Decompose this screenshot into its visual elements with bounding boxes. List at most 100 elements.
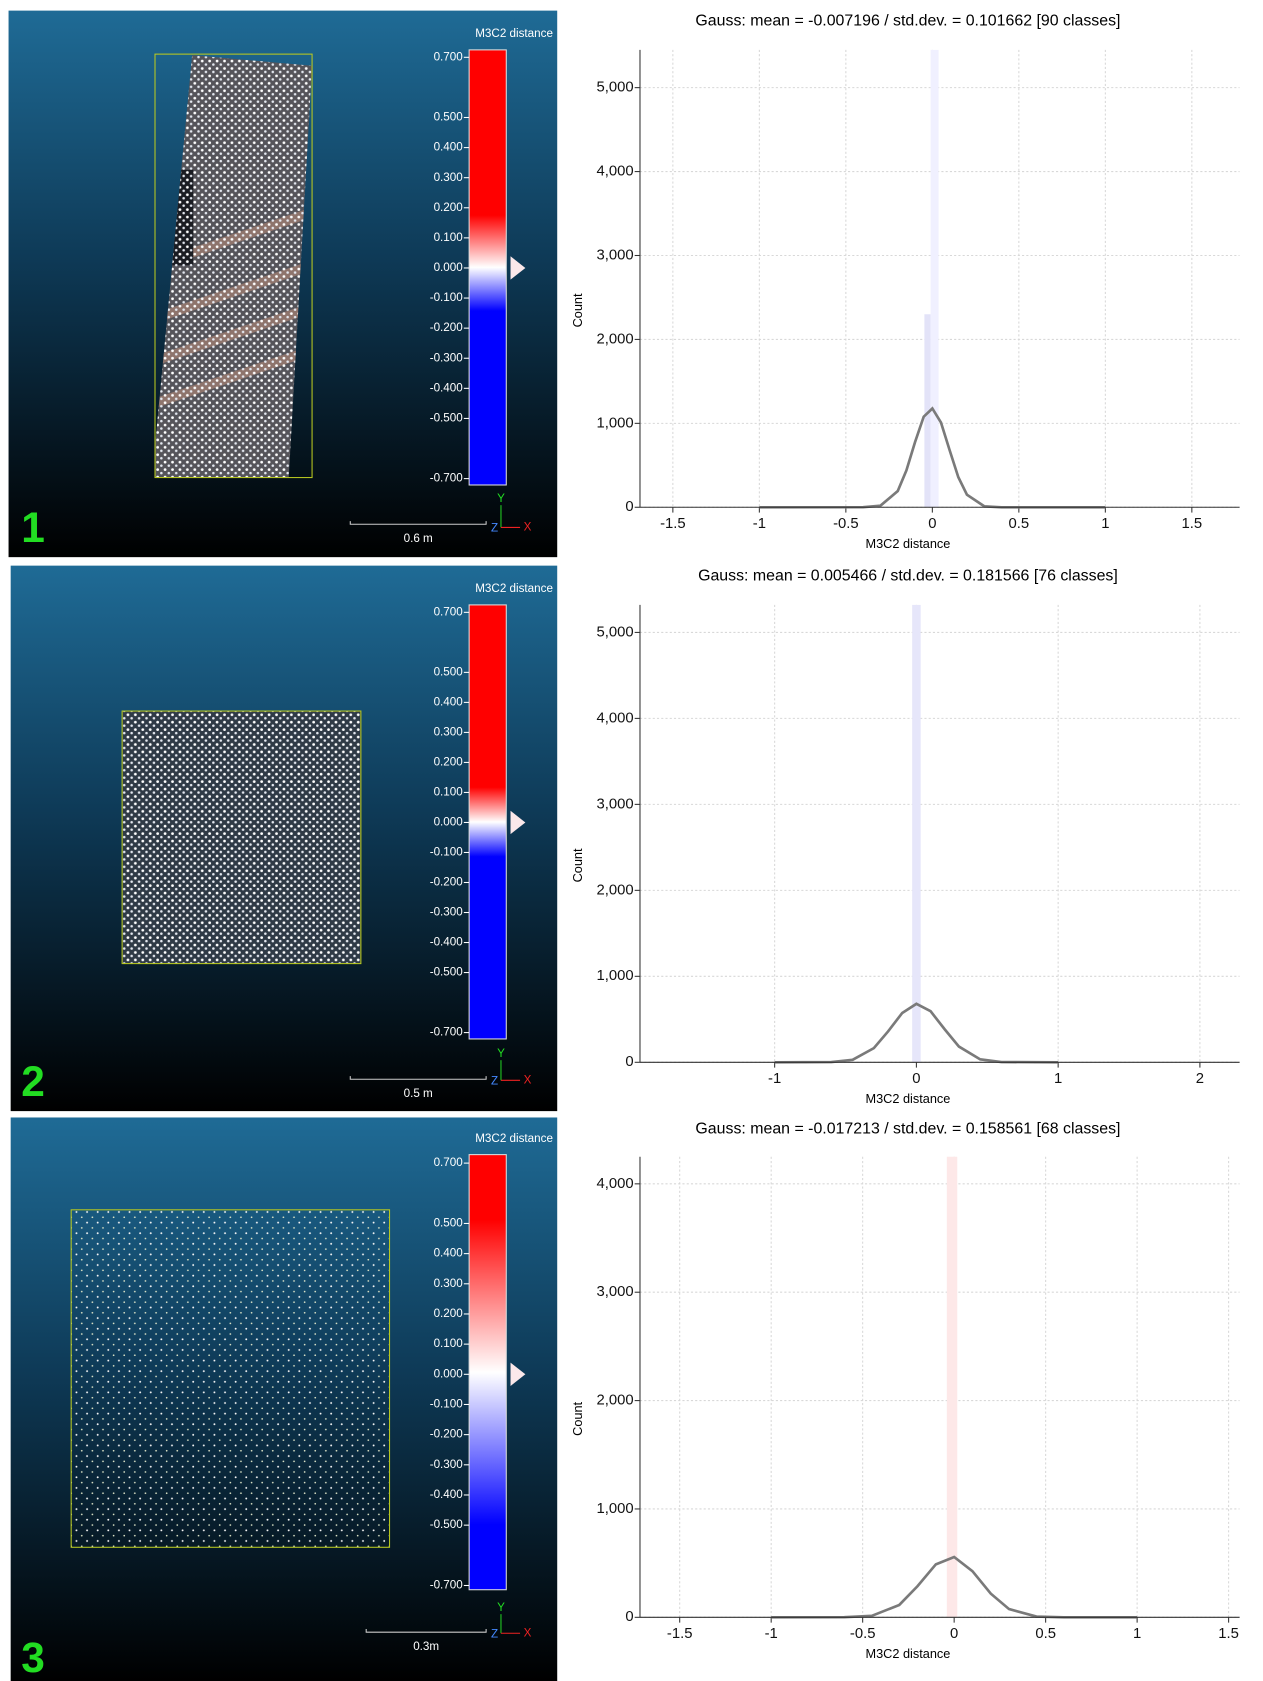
scale-tick-label: -0.200 bbox=[430, 321, 464, 334]
panel-number: 1 bbox=[21, 504, 45, 551]
y-axis-label: Count bbox=[570, 293, 585, 327]
x-tick-label: 0 bbox=[950, 1626, 958, 1642]
y-tick-label: 2,000 bbox=[596, 1393, 633, 1409]
color-scale bbox=[469, 50, 506, 485]
y-tick-label: 1,000 bbox=[596, 968, 633, 984]
y-tick-label: 3,000 bbox=[596, 247, 633, 263]
scale-tick-label: -0.200 bbox=[430, 1428, 464, 1441]
scale-tick-label: 0.100 bbox=[434, 231, 464, 244]
x-tick-label: -1 bbox=[765, 1626, 778, 1642]
y-tick-label: 3,000 bbox=[596, 796, 633, 812]
scale-tick-label: 0.400 bbox=[434, 695, 464, 708]
scale-tick-label: -0.200 bbox=[430, 876, 464, 889]
axis-label-y: Y bbox=[497, 1047, 505, 1060]
scale-tick-label: 0.700 bbox=[434, 50, 464, 63]
scale-tick-label: -0.500 bbox=[430, 412, 464, 425]
x-tick-label: 0.5 bbox=[1035, 1626, 1056, 1642]
axis-label-y: Y bbox=[497, 492, 505, 505]
x-tick-label: 0 bbox=[928, 516, 936, 532]
x-axis-label: M3C2 distance bbox=[866, 1646, 951, 1661]
scale-tick-label: 0.400 bbox=[434, 141, 464, 154]
scale-tick-label: -0.100 bbox=[430, 1398, 464, 1411]
axis-label-z: Z bbox=[491, 1074, 498, 1087]
scale-tick-label: 0.700 bbox=[434, 605, 464, 618]
scale-tick-label: -0.700 bbox=[430, 472, 464, 485]
point-cloud bbox=[122, 711, 361, 964]
x-tick-label: 0.5 bbox=[1009, 516, 1030, 532]
y-tick-label: 4,000 bbox=[596, 1176, 633, 1192]
axis-label-x: X bbox=[524, 1626, 532, 1639]
scale-title: M3C2 distance bbox=[475, 582, 553, 595]
chart-title: Gauss: mean = -0.017213 / std.dev. = 0.1… bbox=[695, 1120, 1120, 1137]
y-tick-label: 0 bbox=[625, 499, 633, 515]
scale-tick-label: -0.700 bbox=[430, 1026, 464, 1039]
scale-tick-label: 0.400 bbox=[434, 1247, 464, 1260]
histogram-bar bbox=[912, 605, 921, 1062]
scale-tick-label: 0.500 bbox=[434, 111, 464, 124]
scale-tick-label: 0.700 bbox=[434, 1156, 464, 1169]
chart-title: Gauss: mean = 0.005466 / std.dev. = 0.18… bbox=[698, 567, 1118, 584]
x-tick-label: -1 bbox=[768, 1071, 781, 1087]
color-scale bbox=[469, 605, 506, 1039]
x-axis-label: M3C2 distance bbox=[866, 1091, 951, 1106]
scale-tick-label: 0.500 bbox=[434, 1217, 464, 1230]
histogram-bar bbox=[931, 50, 939, 507]
scale-tick-label: -0.300 bbox=[430, 1458, 464, 1471]
scale-tick-label: 0.300 bbox=[434, 725, 464, 738]
x-tick-label: 1 bbox=[1133, 1626, 1141, 1642]
panel-number: 3 bbox=[21, 1634, 45, 1681]
scale-tick-label: -0.400 bbox=[430, 1488, 464, 1501]
scale-title: M3C2 distance bbox=[475, 27, 553, 40]
scale-tick-label: -0.400 bbox=[430, 381, 464, 394]
y-tick-label: 2,000 bbox=[596, 882, 633, 898]
x-tick-label: -1.5 bbox=[667, 1626, 693, 1642]
y-axis-label: Count bbox=[570, 848, 585, 882]
point-cloud bbox=[71, 1210, 389, 1547]
x-tick-label: 1 bbox=[1054, 1071, 1062, 1087]
scale-tick-label: 0.000 bbox=[434, 816, 464, 829]
y-tick-label: 1,000 bbox=[596, 1501, 633, 1517]
y-tick-label: 5,000 bbox=[596, 624, 633, 640]
panel-number: 2 bbox=[21, 1058, 45, 1105]
x-tick-label: 2 bbox=[1196, 1071, 1204, 1087]
y-tick-label: 4,000 bbox=[596, 163, 633, 179]
scale-tick-label: -0.100 bbox=[430, 291, 464, 304]
histogram-bar bbox=[947, 1157, 957, 1618]
scale-tick-label: 0.300 bbox=[434, 1277, 464, 1290]
scale-tick-label: -0.100 bbox=[430, 846, 464, 859]
scale-tick-label: 0.100 bbox=[434, 1337, 464, 1350]
scale-tick-label: -0.700 bbox=[430, 1579, 464, 1592]
x-tick-label: 1 bbox=[1101, 516, 1109, 532]
x-tick-label: -0.5 bbox=[833, 516, 859, 532]
axis-label-z: Z bbox=[491, 1627, 498, 1640]
scale-tick-label: -0.300 bbox=[430, 906, 464, 919]
y-axis-label: Count bbox=[570, 1401, 585, 1435]
y-tick-label: 0 bbox=[625, 1609, 633, 1625]
scale-tick-label: 0.000 bbox=[434, 1367, 464, 1380]
scale-title: M3C2 distance bbox=[475, 1132, 553, 1145]
scale-bar-label: 0.3m bbox=[413, 1640, 439, 1653]
scale-tick-label: 0.000 bbox=[434, 261, 464, 274]
y-tick-label: 2,000 bbox=[596, 331, 633, 347]
scale-tick-label: -0.500 bbox=[430, 1518, 464, 1531]
scale-bar-label: 0.5 m bbox=[404, 1087, 433, 1100]
figure: M3C2 distance0.7000.5000.4000.3000.2000.… bbox=[0, 0, 1263, 1681]
axis-label-x: X bbox=[524, 1073, 532, 1086]
scale-tick-label: 0.200 bbox=[434, 201, 464, 214]
chart-title: Gauss: mean = -0.007196 / std.dev. = 0.1… bbox=[695, 12, 1120, 29]
color-scale bbox=[469, 1155, 506, 1590]
x-tick-label: -1 bbox=[753, 516, 766, 532]
page: {"viewports": [ {"number": "1", "scale_t… bbox=[0, 0, 1263, 1681]
axis-label-x: X bbox=[524, 521, 532, 534]
scale-tick-label: -0.400 bbox=[430, 936, 464, 949]
y-tick-label: 5,000 bbox=[596, 80, 633, 96]
x-axis-label: M3C2 distance bbox=[866, 536, 951, 551]
scale-tick-label: 0.300 bbox=[434, 171, 464, 184]
scale-tick-label: 0.200 bbox=[434, 756, 464, 769]
y-tick-label: 0 bbox=[625, 1054, 633, 1070]
x-tick-label: 1.5 bbox=[1182, 516, 1203, 532]
x-tick-label: 0 bbox=[912, 1071, 920, 1087]
y-tick-label: 1,000 bbox=[596, 415, 633, 431]
x-tick-label: 1.5 bbox=[1218, 1626, 1239, 1642]
y-tick-label: 3,000 bbox=[596, 1284, 633, 1300]
